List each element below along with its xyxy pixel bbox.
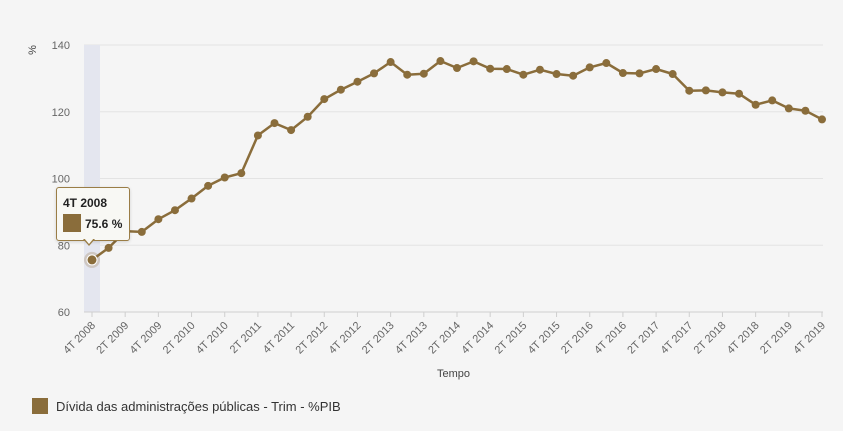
series xyxy=(84,57,826,268)
x-tick-label: 2T 2013 xyxy=(360,320,397,357)
tooltip-arrow-inner xyxy=(84,238,94,244)
x-tick-label: 2T 2018 xyxy=(692,320,729,357)
data-point[interactable] xyxy=(502,65,511,74)
hover-band xyxy=(84,45,100,312)
data-point[interactable] xyxy=(353,77,362,86)
x-axis-title: Tempo xyxy=(437,368,470,380)
data-point[interactable] xyxy=(751,100,760,109)
y-tick-label: 80 xyxy=(58,240,70,252)
data-point[interactable] xyxy=(204,181,213,190)
x-tick-label: 2T 2012 xyxy=(294,320,331,357)
legend-swatch xyxy=(32,398,48,414)
data-point[interactable] xyxy=(453,64,461,73)
data-tooltip: 4T 2008 75.6 % xyxy=(56,187,130,246)
data-point[interactable] xyxy=(735,89,744,98)
data-point[interactable] xyxy=(386,58,395,67)
data-point[interactable] xyxy=(535,65,544,74)
x-tick-label: 4T 2015 xyxy=(526,320,563,357)
x-tick-label: 4T 2017 xyxy=(659,320,696,357)
x-tick-label: 2T 2009 xyxy=(94,320,131,357)
x-tick-label: 2T 2017 xyxy=(625,320,662,357)
data-point[interactable] xyxy=(170,206,179,215)
data-point[interactable] xyxy=(336,85,345,94)
data-point[interactable] xyxy=(403,70,412,79)
tooltip-swatch xyxy=(63,214,81,232)
data-point[interactable] xyxy=(419,69,428,78)
data-point[interactable] xyxy=(784,104,793,113)
data-point[interactable] xyxy=(287,126,296,135)
data-point[interactable] xyxy=(718,88,727,97)
grid xyxy=(84,44,823,313)
data-point[interactable] xyxy=(486,64,495,73)
data-point[interactable] xyxy=(237,169,246,178)
data-point[interactable] xyxy=(519,70,528,79)
x-tick-label: 2T 2016 xyxy=(559,320,596,357)
data-point[interactable] xyxy=(652,65,661,74)
data-point[interactable] xyxy=(303,112,312,121)
data-point[interactable] xyxy=(436,57,445,66)
data-point[interactable] xyxy=(137,227,146,236)
x-tick-label: 4T 2009 xyxy=(128,320,165,357)
x-tick-label: 4T 2019 xyxy=(791,320,828,357)
data-point[interactable] xyxy=(154,215,163,224)
data-point[interactable] xyxy=(320,95,329,104)
tooltip-value: 75.6 % xyxy=(85,217,123,231)
data-point[interactable] xyxy=(270,119,279,128)
data-point[interactable] xyxy=(187,194,196,203)
data-point[interactable] xyxy=(469,57,478,66)
data-point[interactable] xyxy=(552,70,561,79)
x-tick-label: 4T 2018 xyxy=(725,320,762,357)
x-tick-label: 2T 2014 xyxy=(426,320,463,357)
x-tick-label: 4T 2010 xyxy=(194,320,231,357)
y-tick-label: 100 xyxy=(52,174,70,186)
data-point[interactable] xyxy=(569,71,578,80)
data-point[interactable] xyxy=(818,115,826,124)
x-tick-label: 4T 2013 xyxy=(393,320,430,357)
data-point[interactable] xyxy=(104,243,113,252)
tooltip-title: 4T 2008 xyxy=(63,196,108,210)
data-point-highlighted[interactable] xyxy=(86,254,98,266)
series-line xyxy=(91,59,823,261)
data-point[interactable] xyxy=(253,131,262,140)
x-tick-label: 2T 2019 xyxy=(758,320,795,357)
y-axis-title: % xyxy=(27,45,39,55)
data-point[interactable] xyxy=(370,69,379,78)
x-tick-label: 2T 2015 xyxy=(493,320,530,357)
data-point[interactable] xyxy=(685,86,694,95)
x-tick-label: 4T 2008 xyxy=(61,320,98,357)
y-tick-label: 140 xyxy=(52,40,70,52)
x-tick-label: 4T 2016 xyxy=(592,320,629,357)
data-point[interactable] xyxy=(668,70,677,79)
data-point[interactable] xyxy=(618,69,627,78)
x-tick-label: 4T 2011 xyxy=(261,320,297,356)
y-tick-label: 60 xyxy=(58,307,70,319)
data-point[interactable] xyxy=(602,59,611,68)
data-point[interactable] xyxy=(768,96,777,105)
legend-label: Dívida das administrações públicas - Tri… xyxy=(56,398,341,414)
x-tick-label: 2T 2011 xyxy=(228,320,264,356)
y-tick-label: 120 xyxy=(52,107,70,119)
x-tick-label: 4T 2012 xyxy=(327,320,364,357)
data-point[interactable] xyxy=(635,69,644,78)
data-point[interactable] xyxy=(801,106,810,115)
data-point[interactable] xyxy=(585,63,594,72)
x-tick-label: 4T 2014 xyxy=(459,320,496,357)
data-point[interactable] xyxy=(701,86,710,95)
legend-item[interactable]: Dívida das administrações públicas - Tri… xyxy=(32,398,341,414)
x-tick-label: 2T 2010 xyxy=(161,320,198,357)
data-point[interactable] xyxy=(220,173,229,182)
